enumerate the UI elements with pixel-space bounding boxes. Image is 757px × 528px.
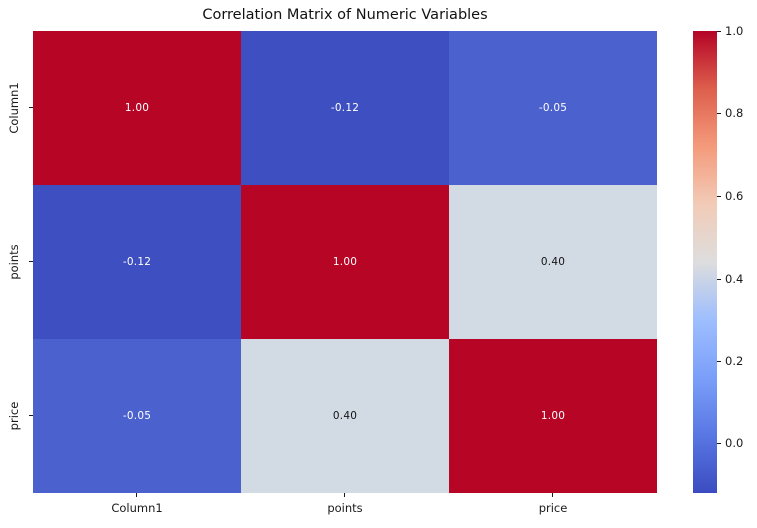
heatmap-cell: 0.40 <box>449 185 657 339</box>
colorbar-axis: 1.0 0.8 0.6 0.4 0.2 0.0 <box>717 24 757 493</box>
heatmap-grid: 1.00 -0.12 -0.05 -0.12 1.00 0.40 -0.05 0… <box>33 31 657 493</box>
colorbar-tick-label: 0.8 <box>725 106 744 120</box>
x-axis-tick-label: price <box>538 501 568 515</box>
y-axis-tick-mark <box>29 107 33 108</box>
x-axis-tick-label: points <box>327 501 363 515</box>
heatmap-cell: -0.12 <box>33 185 241 339</box>
chart-title: Correlation Matrix of Numeric Variables <box>202 7 488 23</box>
colorbar-tick-mark <box>717 360 721 362</box>
colorbar-tick-label: 1.0 <box>725 24 744 38</box>
colorbar <box>693 31 717 493</box>
x-axis-tick-mark <box>136 493 137 497</box>
heatmap-cell: 0.40 <box>241 339 449 493</box>
colorbar-tick-mark <box>717 442 721 444</box>
y-axis-tick-mark <box>29 415 33 416</box>
y-axis-tick-label: Column1 <box>7 82 21 134</box>
y-axis-tick-mark <box>29 261 33 262</box>
x-axis-tick-mark <box>552 493 553 497</box>
heatmap-cell: 1.00 <box>241 185 449 339</box>
colorbar-tick-mark <box>717 30 721 32</box>
x-axis-tick-label: Column1 <box>111 501 163 515</box>
colorbar-tick-label: 0.2 <box>725 354 744 368</box>
heatmap-cell: 1.00 <box>33 31 241 185</box>
colorbar-tick-mark <box>717 278 721 280</box>
colorbar-tick-mark <box>717 195 721 197</box>
y-axis-tick-label: price <box>7 401 21 431</box>
colorbar-tick-label: 0.0 <box>725 436 744 450</box>
colorbar-tick-label: 0.6 <box>725 189 744 203</box>
colorbar-tick-mark <box>717 112 721 114</box>
y-axis-tick-label: points <box>7 244 21 280</box>
heatmap-cell: -0.05 <box>449 31 657 185</box>
x-axis-tick-mark <box>344 493 345 497</box>
heatmap-cell: 1.00 <box>449 339 657 493</box>
heatmap-cell: -0.05 <box>33 339 241 493</box>
heatmap-cell: -0.12 <box>241 31 449 185</box>
colorbar-tick-label: 0.4 <box>725 272 744 286</box>
